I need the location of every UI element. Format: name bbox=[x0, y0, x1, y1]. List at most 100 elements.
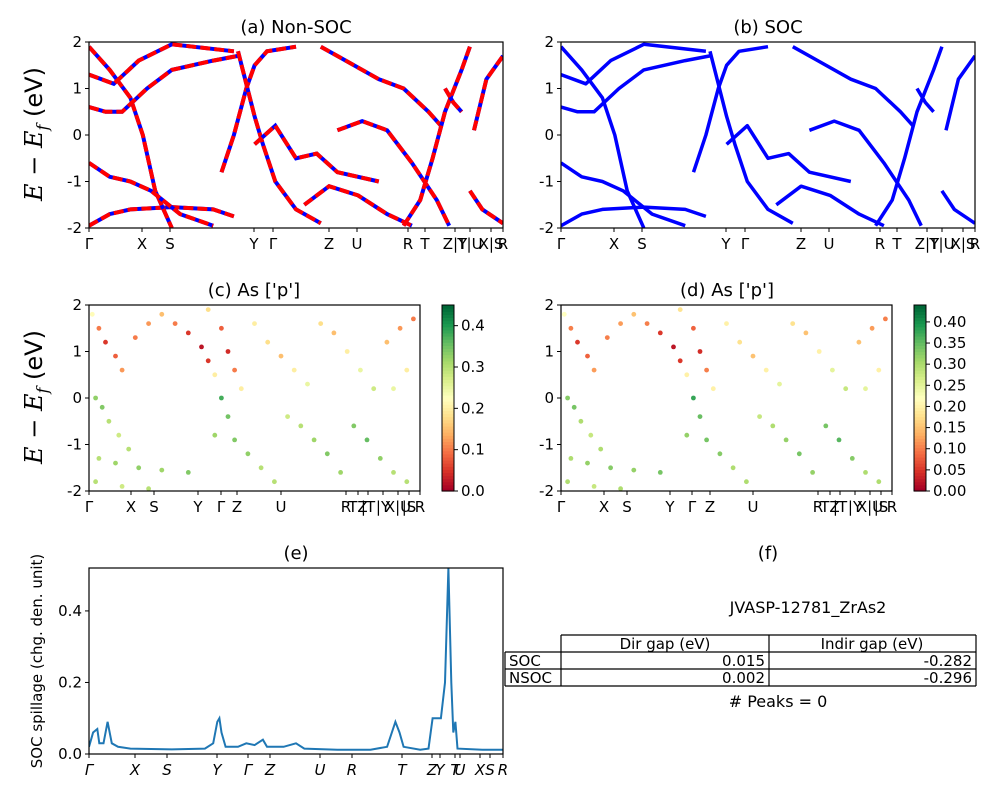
panel-e-ylabel: SOC spillage (chg. den. unit) bbox=[28, 554, 46, 769]
band-line-nonsoc bbox=[89, 205, 235, 228]
colorbar-segment bbox=[914, 466, 926, 470]
scatter-point bbox=[132, 335, 138, 340]
scatter-point bbox=[777, 381, 782, 387]
colorbar-segment bbox=[442, 339, 454, 343]
colorbar-segment bbox=[914, 481, 926, 486]
band-line bbox=[725, 123, 852, 184]
panel-c-title: (c) As ['p'] bbox=[208, 280, 300, 301]
y-tick-label: 0 bbox=[72, 126, 82, 144]
colorbar-segment bbox=[442, 413, 454, 418]
x-tick-label: Γ bbox=[557, 235, 566, 253]
colorbar-segment bbox=[442, 401, 454, 405]
colorbar-segment bbox=[442, 441, 454, 446]
colorbar-segment bbox=[442, 435, 454, 439]
scatter-point bbox=[89, 311, 95, 317]
scatter-point bbox=[796, 451, 802, 457]
x-tick-label: T bbox=[419, 235, 430, 253]
scatter-point bbox=[199, 344, 204, 350]
scatter-point bbox=[219, 325, 224, 331]
colorbar-tick-label: 0.05 bbox=[933, 461, 966, 479]
scatter-point bbox=[737, 339, 743, 345]
y-tick-label: 0.0 bbox=[58, 745, 82, 763]
scatter-point bbox=[225, 414, 231, 419]
x-tick-label: X bbox=[609, 235, 619, 253]
colorbar-segment bbox=[442, 460, 454, 464]
scatter-point bbox=[338, 470, 343, 475]
axes-frame bbox=[88, 304, 421, 492]
colorbar-segment bbox=[914, 363, 926, 368]
colorbar-segment bbox=[914, 475, 926, 480]
axes-frame bbox=[88, 567, 504, 755]
band-line-nonsoc bbox=[336, 118, 451, 227]
band-line bbox=[561, 205, 707, 228]
y-tick-label: 0 bbox=[72, 389, 82, 407]
band-ylabel-middle-sub: f bbox=[33, 385, 52, 395]
colorbar-segment bbox=[914, 351, 926, 356]
colorbar-tick-label: 0.10 bbox=[933, 440, 966, 458]
x-tick-label: X|U bbox=[857, 498, 883, 516]
scatter-point bbox=[750, 353, 756, 359]
scatter-point bbox=[588, 432, 594, 438]
colorbar-segment bbox=[914, 469, 926, 473]
scatter-point bbox=[119, 367, 125, 373]
colorbar-segment bbox=[442, 351, 454, 356]
scatter-point bbox=[863, 470, 868, 475]
scatter-point bbox=[578, 418, 584, 424]
plot-area bbox=[89, 307, 416, 491]
scatter-point bbox=[119, 484, 125, 489]
scatter-point bbox=[324, 451, 330, 457]
colorbar-tick-label: 0.25 bbox=[933, 376, 966, 394]
colorbar-segment bbox=[914, 416, 926, 421]
y-tick-label: 0.2 bbox=[58, 673, 82, 691]
scatter-point bbox=[391, 470, 396, 475]
colorbar-segment bbox=[914, 456, 926, 461]
colorbar-segment bbox=[442, 469, 454, 473]
scatter-point bbox=[876, 367, 882, 373]
x-tick-label: Y bbox=[435, 761, 446, 779]
scatter-point bbox=[763, 367, 769, 373]
band-line bbox=[708, 50, 794, 225]
scatter-point bbox=[876, 479, 882, 485]
band-line bbox=[940, 189, 975, 225]
panel-f-title: (f) bbox=[758, 543, 778, 564]
colorbar-segment bbox=[914, 425, 926, 430]
colorbar-segment bbox=[442, 429, 454, 433]
colorbar-segment bbox=[442, 342, 454, 346]
scatter-point bbox=[103, 339, 108, 345]
x-tick-label: X bbox=[599, 498, 609, 516]
colorbar-segment bbox=[914, 385, 926, 390]
colorbar-segment bbox=[442, 475, 454, 480]
colorbar-segment bbox=[914, 370, 926, 374]
x-tick-label: Z bbox=[324, 235, 334, 253]
x-tick-label: Y bbox=[212, 761, 223, 779]
colorbar-segment bbox=[914, 320, 926, 325]
panel-b-title: (b) SOC bbox=[733, 17, 802, 38]
colorbar-segment bbox=[914, 460, 926, 464]
scatter-point bbox=[657, 330, 663, 336]
x-tick-label: Y bbox=[192, 498, 203, 516]
axes-frame bbox=[560, 304, 893, 492]
colorbar-segment bbox=[442, 407, 454, 411]
scatter-point bbox=[803, 330, 809, 336]
colorbar-segment bbox=[914, 472, 926, 477]
colorbar-segment bbox=[914, 382, 926, 387]
scatter-point bbox=[96, 325, 102, 331]
x-tick-label: X|U bbox=[385, 498, 411, 516]
colorbar-segment bbox=[442, 391, 454, 396]
x-tick-label: |T bbox=[361, 498, 376, 516]
colorbar-segment bbox=[442, 444, 454, 449]
y-tick-label: 2 bbox=[544, 33, 554, 51]
band-line-nonsoc bbox=[236, 50, 322, 226]
scatter-point bbox=[618, 486, 623, 491]
scatter-point bbox=[571, 404, 577, 410]
x-tick-label: Γ bbox=[217, 498, 226, 516]
colorbar-segment bbox=[914, 484, 926, 489]
table-header-indir-gap: Indir gap (eV) bbox=[821, 635, 924, 653]
x-tick-label: Z bbox=[264, 761, 276, 779]
scatter-point bbox=[717, 451, 723, 457]
spillage-line bbox=[89, 568, 503, 751]
colorbar-segment bbox=[442, 379, 454, 384]
plot-area bbox=[561, 307, 888, 491]
